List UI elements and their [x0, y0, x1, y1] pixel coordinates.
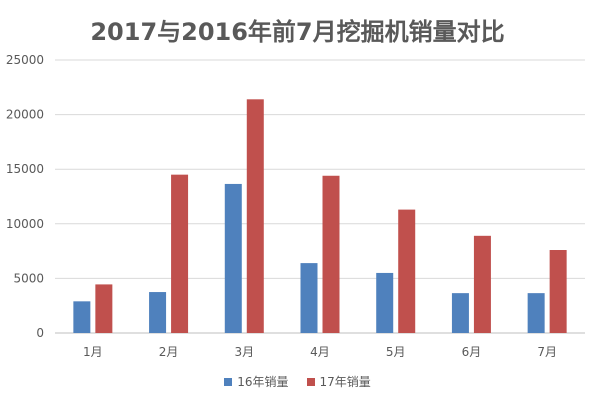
y-tick-label: 5000 — [13, 271, 44, 285]
y-axis-ticks: 0 5000 10000 15000 20000 25000 — [6, 53, 44, 340]
bar-1-6 — [451, 293, 469, 333]
bar-1-2 — [149, 292, 167, 333]
y-tick-label: 15000 — [6, 162, 44, 176]
legend-item-series-2: 17年销量 — [306, 373, 371, 390]
legend-item-series-1: 16年销量 — [224, 373, 289, 390]
bar-2-5 — [398, 209, 416, 333]
gridlines — [55, 59, 585, 334]
x-tick-label: 1月 — [83, 345, 103, 359]
y-tick-label: 10000 — [6, 217, 44, 231]
bar-2-2 — [171, 174, 189, 333]
legend-swatch-series-2 — [306, 377, 315, 386]
bar-2-7 — [549, 250, 567, 333]
x-tick-label: 3月 — [234, 345, 254, 359]
bar-1-5 — [376, 272, 394, 333]
x-tick-label: 5月 — [386, 345, 406, 359]
bar-2-1 — [95, 284, 113, 333]
bar-1-1 — [73, 301, 91, 333]
y-tick-label: 25000 — [6, 53, 44, 67]
x-tick-label: 4月 — [310, 345, 330, 359]
bar-2-6 — [473, 235, 491, 333]
legend: 16年销量 17年销量 — [0, 373, 595, 390]
y-tick-label: 20000 — [6, 108, 44, 122]
bar-1-7 — [527, 293, 545, 333]
bar-2-4 — [322, 175, 340, 333]
legend-swatch-series-1 — [224, 377, 233, 386]
legend-label-series-1: 16年销量 — [237, 375, 289, 389]
bar-1-4 — [300, 263, 318, 333]
x-axis-ticks: 1月 2月 3月 4月 5月 6月 7月 — [83, 345, 557, 359]
x-tick-label: 7月 — [537, 345, 557, 359]
legend-label-series-2: 17年销量 — [319, 375, 371, 389]
x-tick-label: 6月 — [462, 345, 482, 359]
x-tick-label: 2月 — [159, 345, 179, 359]
bars — [73, 99, 567, 333]
bar-1-3 — [224, 183, 242, 333]
chart-title: 2017与2016年前7月挖掘机销量对比 — [90, 18, 505, 46]
bar-2-3 — [246, 99, 264, 333]
y-tick-label: 0 — [36, 326, 44, 340]
